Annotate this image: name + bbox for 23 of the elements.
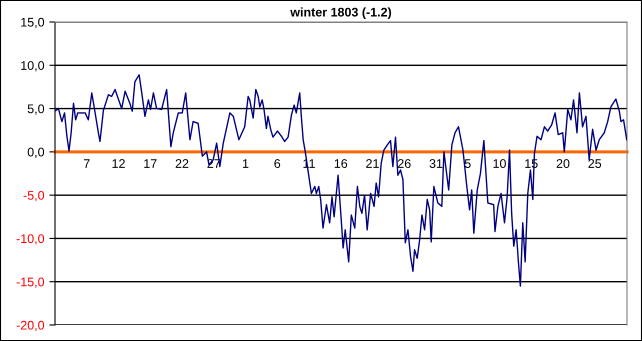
x-tick-label: 5: [464, 159, 471, 168]
chart-title: winter 1803 (-1.2): [290, 7, 392, 20]
x-tick-label: 12: [112, 159, 125, 168]
x-tick-label: 6: [274, 159, 280, 168]
y-tick-label: -10,0: [16, 234, 44, 245]
x-tick-label: 16: [334, 159, 348, 168]
x-tick-label: 31: [430, 159, 442, 168]
y-tick-label: -5,0: [24, 190, 44, 202]
x-tick-label: 26: [398, 159, 411, 168]
x-tick-label: 1: [242, 159, 248, 168]
y-tick-label: 10,0: [21, 61, 44, 72]
x-tick-label: 22: [176, 159, 188, 168]
x-tick-label: 20: [556, 159, 570, 168]
x-tick-label: 25: [588, 159, 602, 168]
y-tick-label: 5,0: [28, 104, 44, 115]
x-tick-label: 7: [84, 159, 90, 168]
y-tick-label: 0,0: [28, 148, 44, 158]
y-tick-label: -15,0: [16, 278, 44, 288]
x-tick-label: 21: [366, 159, 379, 168]
x-tick-label: 10: [493, 159, 506, 168]
x-tick-label: 17: [144, 159, 157, 168]
y-tick-label: -20,0: [16, 320, 44, 332]
y-tick-label: 15,0: [21, 18, 44, 28]
